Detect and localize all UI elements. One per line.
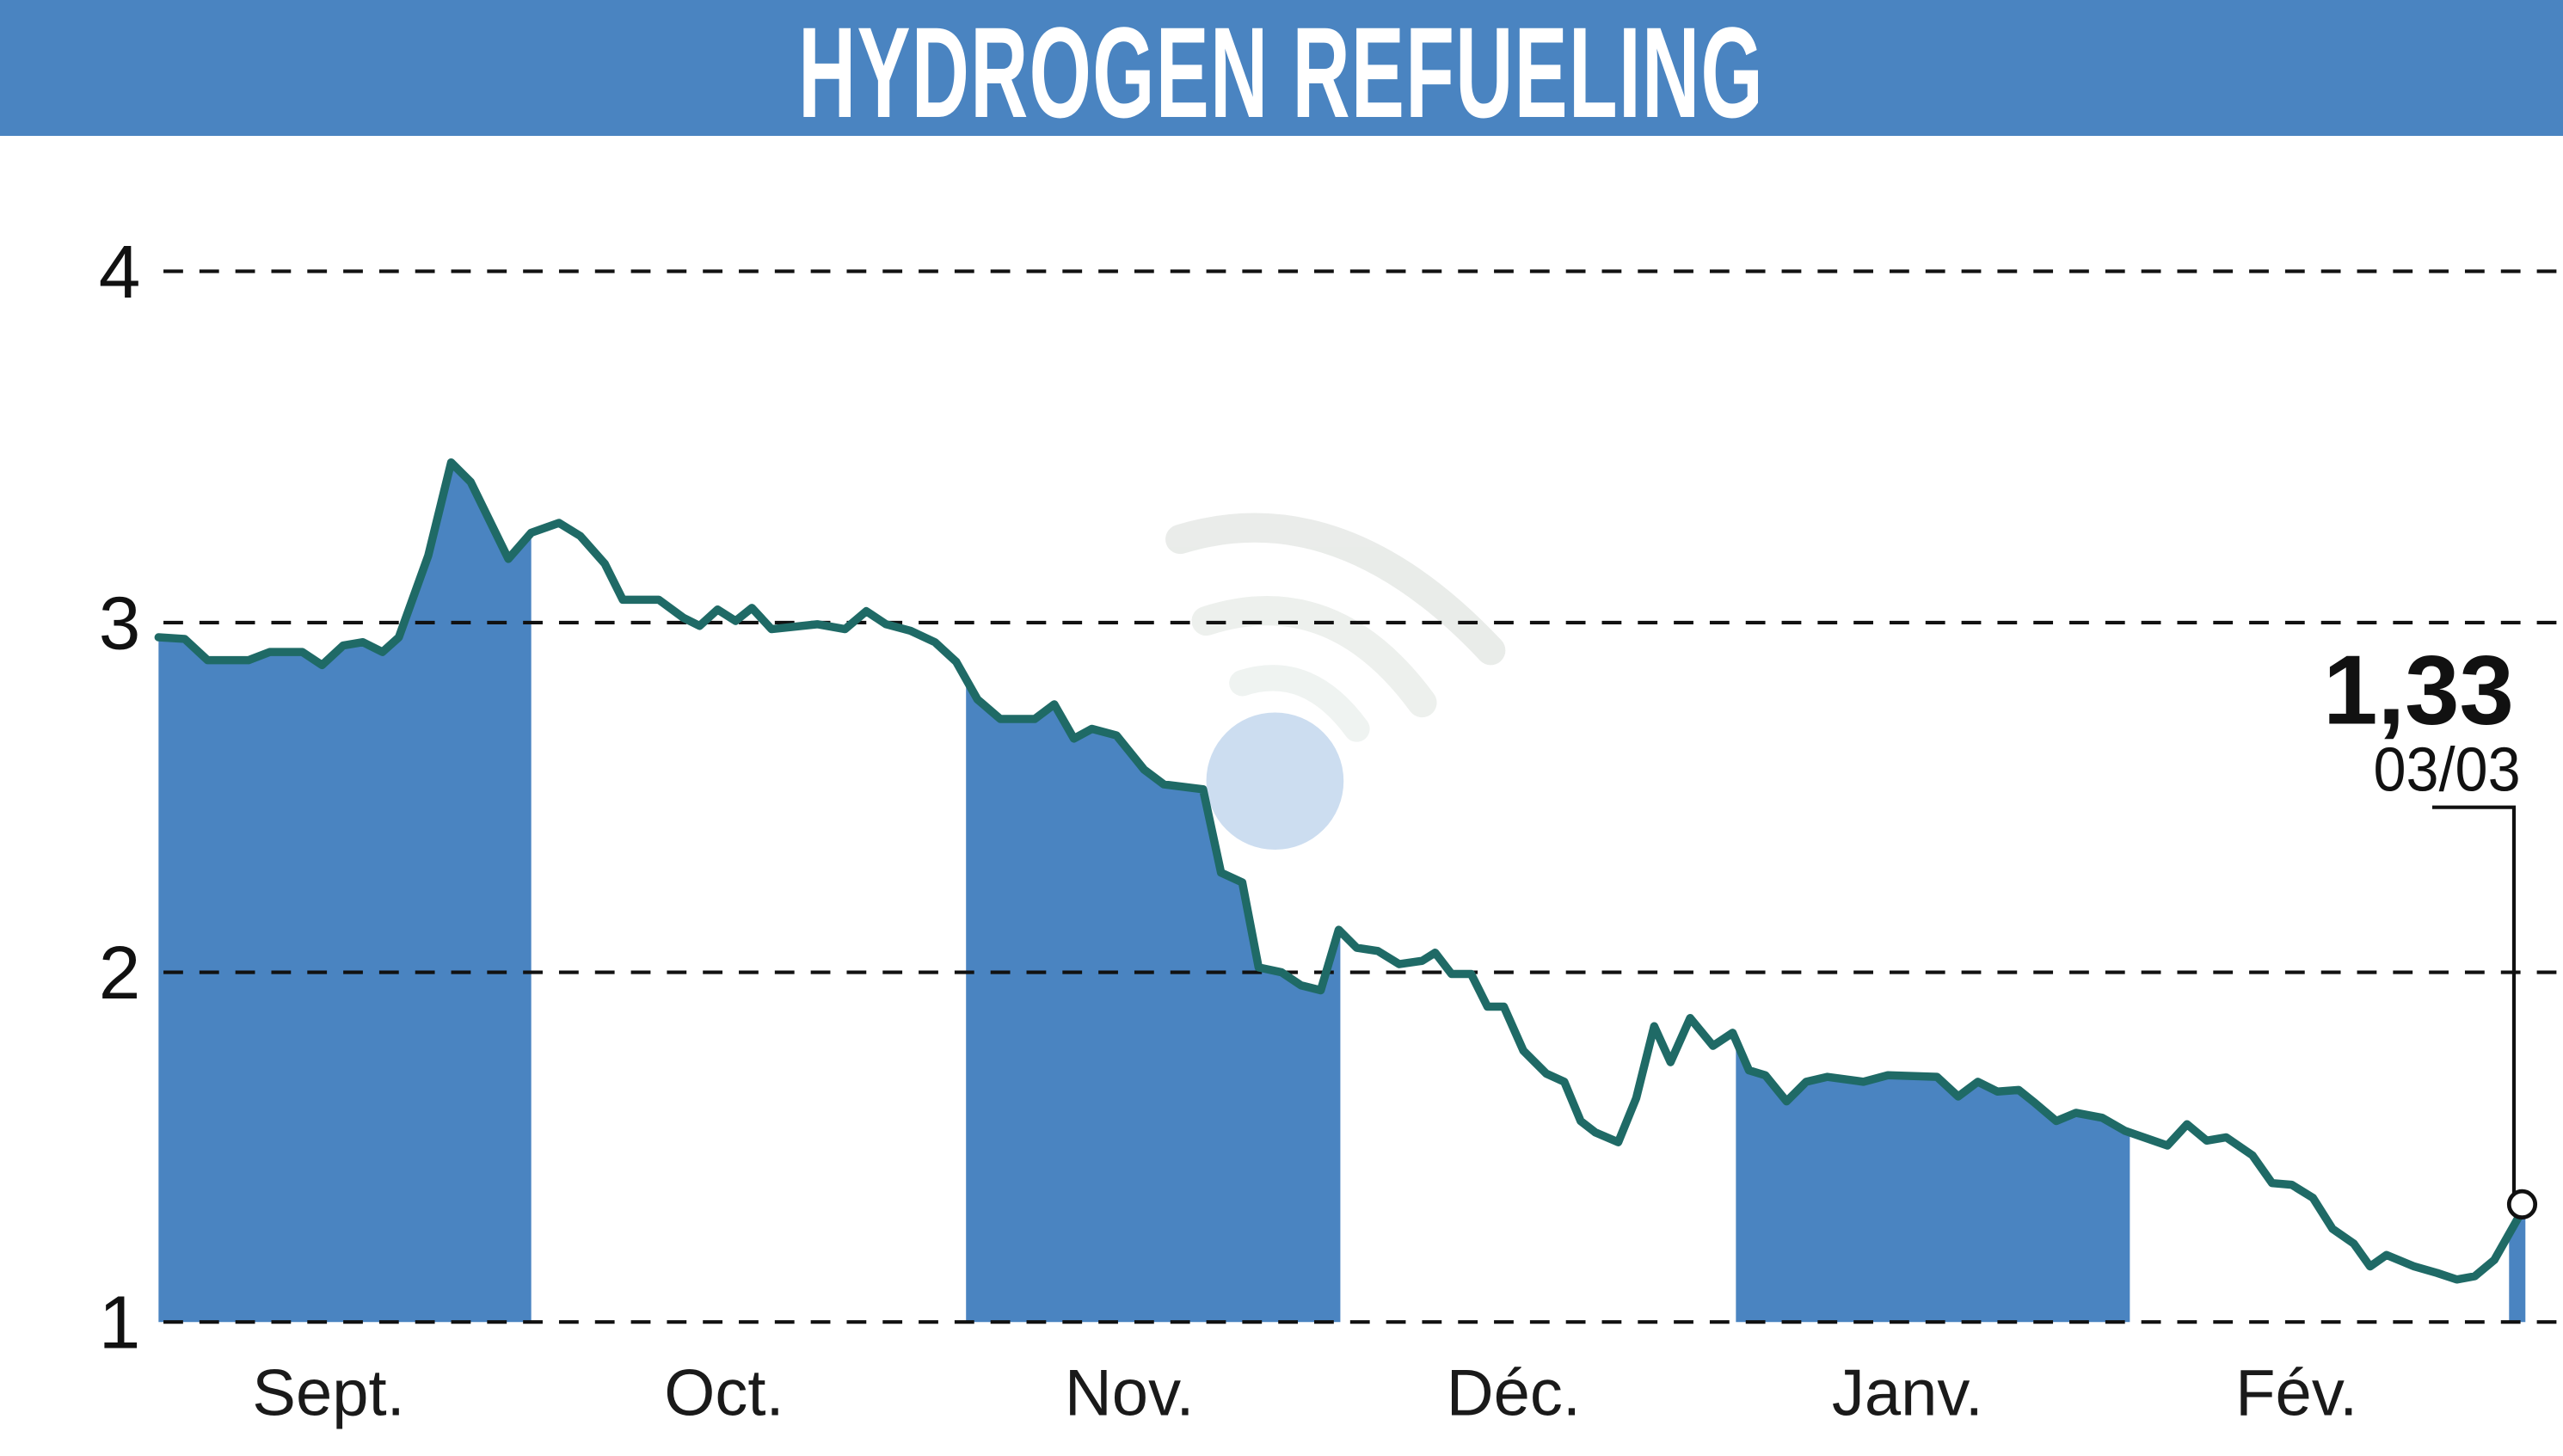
title-banner: HYDROGEN REFUELING	[0, 0, 2563, 144]
chart-title: HYDROGEN REFUELING	[798, 0, 1765, 144]
month-shading-bands	[158, 462, 2526, 1323]
month-band-0	[158, 462, 532, 1323]
watermark-logo-icon	[1165, 513, 1506, 851]
last-price-date: 03/03	[2374, 736, 2521, 805]
last-point-marker-icon	[2506, 1189, 2538, 1219]
last-price-value: 1,33	[2323, 636, 2514, 746]
y-axis-labels: 1 2 3 4	[99, 230, 141, 1365]
x-tick-3: Déc.	[1447, 1357, 1581, 1430]
month-band-3	[2509, 1210, 2526, 1323]
y-tick-4: 4	[99, 230, 141, 314]
month-band-1	[966, 679, 1341, 1323]
x-tick-2: Nov.	[1065, 1357, 1195, 1430]
price-line	[154, 458, 2527, 1284]
gridlines	[163, 269, 2563, 1324]
month-band-2	[1736, 1040, 2130, 1323]
x-axis-labels: Sept. Oct. Nov. Déc. Janv. Fév.	[252, 1357, 2357, 1430]
y-tick-1: 1	[99, 1281, 141, 1365]
last-price-callout: 1,33 03/03	[2323, 636, 2538, 1219]
x-tick-5: Fév.	[2235, 1357, 2357, 1430]
y-tick-3: 3	[99, 581, 141, 665]
y-tick-2: 2	[99, 931, 141, 1015]
x-tick-0: Sept.	[252, 1357, 404, 1430]
x-tick-4: Janv.	[1832, 1357, 1983, 1430]
x-tick-1: Oct.	[664, 1357, 784, 1430]
